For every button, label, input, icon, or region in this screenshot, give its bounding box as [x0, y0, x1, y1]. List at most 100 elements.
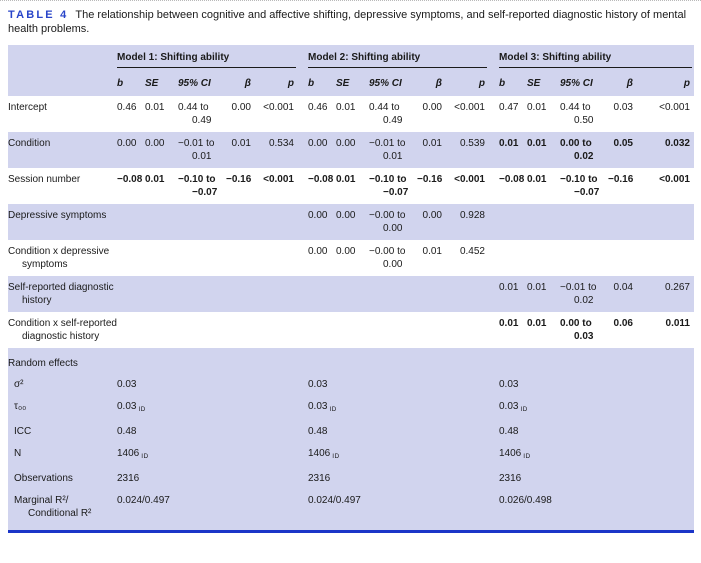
cell-col-se: 0.01	[145, 174, 165, 185]
cell-value: 0.03	[117, 378, 296, 391]
value-text: 0.48	[499, 425, 519, 437]
cell-col-beta	[417, 317, 451, 343]
column-header-col-ci: 95% CI	[560, 78, 593, 89]
value-text: 2316	[117, 472, 140, 484]
cell-col-se: 0.01	[527, 102, 547, 113]
cell-col-se	[145, 281, 178, 307]
cell-col-beta	[226, 209, 260, 235]
value-text: 1406	[499, 447, 522, 459]
cell-col-p	[451, 281, 487, 307]
cell-col-ci: −0.10 to −0.07	[178, 174, 218, 198]
value-text: 0.024/0.497	[117, 494, 170, 506]
column-spacer	[487, 494, 499, 520]
column-header-col-b: b	[499, 78, 506, 89]
cell-col-beta	[226, 281, 260, 307]
random-effects-row: σ² 0.03 0.03 0.03	[8, 373, 694, 395]
cell-value: 2316	[117, 472, 296, 485]
cell-col-ci: −0.00 to 0.00	[369, 246, 406, 270]
cell-value: 0.03 ID	[499, 400, 692, 416]
table-row: Condition x depressive symptoms 0.00 0.00 −…	[8, 240, 694, 276]
table-row: Self-reported diagnostic history 0.01 0.01…	[8, 276, 694, 312]
value-text: 2316	[499, 472, 522, 484]
cell-value: 1406 ID	[499, 447, 692, 463]
row-label-spacer	[8, 72, 117, 90]
cell-col-b: 0.46	[308, 102, 328, 113]
cell-col-se: 0.00	[336, 138, 356, 149]
cell-col-beta	[226, 317, 260, 343]
cell-col-se: 0.01	[527, 282, 547, 293]
cell-col-beta: 0.03	[613, 102, 633, 113]
cell-col-p	[451, 317, 487, 343]
cell-col-p	[642, 245, 692, 271]
cell-col-ci	[369, 317, 417, 343]
column-spacer	[487, 425, 499, 438]
column-spacer	[296, 101, 308, 127]
table-caption: TABLE 4 The relationship between cognitiv…	[8, 8, 694, 36]
cell-value: 0.024/0.497	[308, 494, 487, 520]
model-header: Model 1: Shifting ability	[117, 51, 296, 68]
cell-col-b: 0.00	[308, 138, 328, 149]
cell-col-ci	[178, 245, 226, 271]
cell-value: 1406 ID	[308, 447, 487, 463]
cell-col-ci: 0.44 to 0.50	[560, 102, 594, 126]
row-label: ICC	[14, 425, 32, 437]
cell-col-p: 0.539	[459, 138, 485, 149]
column-spacer	[296, 400, 308, 416]
random-effects-row: Observations 2316 2316 2316	[8, 467, 694, 489]
cell-col-ci	[560, 245, 608, 271]
column-spacer	[487, 281, 499, 307]
cell-col-beta	[608, 209, 642, 235]
cell-col-beta: 0.01	[231, 138, 251, 149]
cell-col-p: 0.534	[268, 138, 294, 149]
cell-col-ci	[369, 281, 417, 307]
column-spacer	[487, 173, 499, 199]
column-header-col-ci: 95% CI	[369, 78, 402, 89]
table-row: Condition 0.00 0.00 −0.01 to 0.01 0.01 0.534 0…	[8, 132, 694, 168]
cell-col-ci: −0.01 to 0.01	[178, 138, 215, 162]
cell-col-b: −0.08	[117, 174, 143, 185]
cell-col-se	[145, 317, 178, 343]
column-header-col-b: b	[308, 78, 315, 89]
cell-col-se: 0.01	[527, 174, 547, 185]
cell-value: 0.03	[499, 378, 692, 391]
cell-col-b	[308, 317, 336, 343]
cell-col-ci: −0.00 to 0.00	[369, 210, 406, 234]
random-effects-row: Marginal R²/ Conditional R² 0.024/0.497 0.…	[8, 489, 694, 524]
column-spacer	[296, 209, 308, 235]
column-header-col-b: b	[117, 78, 124, 89]
cell-col-se: 0.01	[145, 102, 165, 113]
model-header: Model 3: Shifting ability	[499, 51, 692, 68]
cell-col-beta: −0.16	[417, 174, 443, 185]
column-spacer	[296, 494, 308, 520]
column-spacer	[296, 447, 308, 463]
random-effects-row: τ₀₀ 0.03 ID 0.03 ID 0.03 ID	[8, 395, 694, 420]
cell-col-b: 0.01	[499, 282, 519, 293]
cell-value: 0.03 ID	[117, 400, 296, 416]
cell-col-ci: 0.00 to 0.03	[560, 318, 594, 342]
cell-col-se	[527, 209, 560, 235]
cell-col-b: 0.01	[499, 318, 519, 329]
cell-col-ci: 0.44 to 0.49	[178, 102, 212, 126]
table-row: Depressive symptoms 0.00 0.00 −0.00 to 0.00…	[8, 204, 694, 240]
cell-col-se: 0.01	[527, 138, 547, 149]
column-spacer	[296, 245, 308, 271]
column-header-col-se: SE	[527, 78, 541, 89]
cell-col-b	[117, 245, 145, 271]
value-subscript: ID	[520, 405, 528, 413]
column-spacer	[487, 72, 499, 90]
cell-col-beta: 0.06	[613, 318, 633, 329]
column-header-col-beta: β	[435, 78, 442, 89]
random-effects-header-row: Random effects	[8, 351, 694, 373]
cell-col-p: <0.001	[263, 102, 294, 113]
cell-col-beta	[226, 245, 260, 271]
column-spacer	[487, 209, 499, 235]
cell-col-p: 0.928	[459, 210, 485, 221]
cell-col-ci	[178, 209, 226, 235]
cell-value: 2316	[308, 472, 487, 485]
value-text: 2316	[308, 472, 331, 484]
cell-col-se	[336, 281, 369, 307]
value-text: 0.03	[117, 378, 137, 390]
value-text: 0.03	[499, 400, 519, 412]
cell-col-ci: −0.10 to −0.07	[560, 174, 600, 198]
